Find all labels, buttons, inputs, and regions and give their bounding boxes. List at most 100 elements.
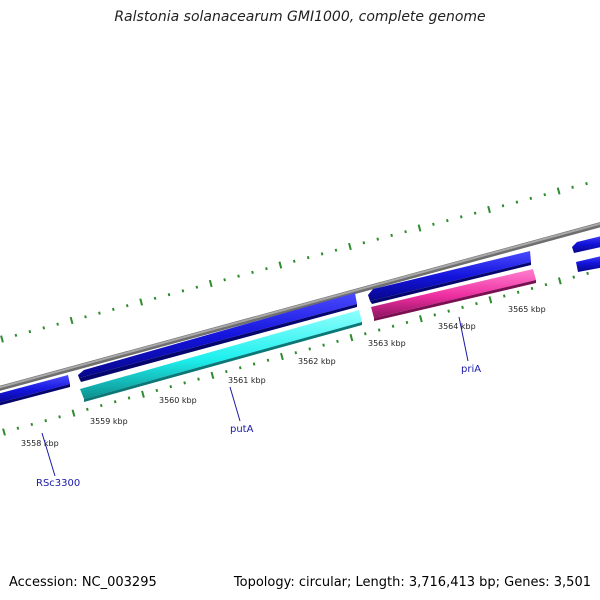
- outer-scale-tick: [390, 233, 393, 238]
- inner-scale-tick: [349, 333, 354, 342]
- map-title: Ralstonia solanacearum GMI1000, complete…: [114, 9, 486, 25]
- inner-scale-tick: [475, 301, 478, 306]
- inner-scale-tick: [155, 388, 159, 393]
- inner-scale-tick: [71, 409, 76, 417]
- outer-scale-tick: [501, 204, 505, 208]
- outer-scale-tick: [446, 218, 449, 223]
- inner-scale-tick: [433, 313, 437, 317]
- inner-scale-tick: [44, 419, 48, 423]
- outer-scale-tick: [56, 322, 59, 326]
- inner-scale-tick: [530, 286, 534, 291]
- leader-line-pria: [458, 316, 469, 362]
- outer-scale-tick: [473, 211, 477, 215]
- inner-scale-tick: [169, 385, 173, 389]
- inner-scale-tick: [86, 407, 89, 411]
- scale-label-3558: 3558 kbp: [21, 439, 59, 448]
- outer-scale-tick: [278, 261, 283, 269]
- inner-scale-tick: [30, 422, 34, 427]
- scale-label-3560: 3560 kbp: [159, 396, 197, 405]
- inner-scale-tick: [127, 396, 131, 400]
- leader-line-puta: [229, 386, 241, 422]
- inner-scale-tick: [308, 347, 312, 351]
- outer-scale-tick: [571, 185, 574, 189]
- inner-scale-tick: [113, 400, 117, 404]
- outer-scale-tick: [404, 230, 407, 234]
- reverse-gene-puta[interactable]: [80, 310, 362, 402]
- inner-scale-tick: [363, 332, 367, 336]
- inner-scale-tick: [516, 290, 520, 294]
- outer-scale-tick: [556, 187, 561, 195]
- outer-scale-tick: [42, 326, 46, 330]
- scale-label-3559: 3559 kbp: [90, 417, 128, 426]
- inner-scale-tick: [488, 296, 493, 304]
- forward-gene-block-1[interactable]: [78, 293, 357, 382]
- outer-scale-tick: [167, 292, 171, 297]
- inner-scale-tick: [418, 315, 423, 323]
- inner-scale-tick: [225, 369, 228, 374]
- inner-scale-tick: [391, 324, 395, 328]
- inner-scale-tick: [377, 328, 381, 332]
- outer-scale-tick: [529, 196, 533, 201]
- inner-scale-tick: [238, 366, 242, 370]
- outer-scale-tick: [306, 255, 310, 260]
- gene-label-rsc3300[interactable]: RSc3300: [36, 478, 80, 489]
- inner-scale-tick: [280, 352, 284, 361]
- inner-scale-ticks: [2, 271, 589, 436]
- outer-scale-tick: [84, 315, 87, 319]
- inner-scale-tick: [502, 294, 506, 298]
- outer-scale-tick: [139, 298, 144, 306]
- outer-scale-tick: [251, 270, 254, 275]
- genome-summary-text: Topology: circular; Length: 3,716,413 bp…: [233, 575, 591, 590]
- outer-scale-tick: [223, 278, 226, 282]
- scale-label-3563: 3563 kbp: [368, 339, 406, 348]
- inner-scale-tick: [99, 403, 103, 408]
- outer-scale-tick: [292, 259, 296, 263]
- inner-scale-tick: [544, 283, 548, 287]
- forward-gene-rsc3300[interactable]: [0, 375, 70, 408]
- scale-labels: 3558 kbp 3559 kbp 3560 kbp 3561 kbp 3562…: [21, 305, 546, 448]
- outer-scale-tick: [265, 267, 268, 271]
- outer-scale-tick: [195, 285, 199, 289]
- outer-scale-tick: [0, 335, 4, 343]
- outer-scale-tick: [14, 333, 18, 337]
- outer-scale-tick: [459, 215, 463, 219]
- gene-label-pria[interactable]: priA: [461, 364, 481, 375]
- outer-scale-tick: [376, 237, 380, 241]
- scale-label-3562: 3562 kbp: [298, 357, 336, 366]
- outer-scale-tick: [543, 193, 547, 197]
- inner-scale-tick: [557, 277, 562, 285]
- forward-gene-block-3[interactable]: [572, 234, 600, 253]
- outer-scale-tick: [153, 296, 157, 300]
- outer-scale-tick: [237, 274, 240, 278]
- inner-scale-tick: [586, 271, 589, 275]
- inner-scale-tick: [266, 358, 270, 362]
- scale-label-3565: 3565 kbp: [508, 305, 546, 314]
- outer-scale-tick: [362, 241, 366, 245]
- inner-scale-tick: [322, 343, 325, 347]
- reverse-gene-right[interactable]: [576, 254, 600, 272]
- inner-scale-tick: [572, 275, 576, 279]
- outer-scale-tick: [208, 279, 213, 288]
- inner-scale-tick: [58, 415, 61, 419]
- gene-labels: RSc3300 putA priA: [36, 364, 481, 489]
- accession-text: Accession: NC_003295: [9, 575, 157, 590]
- inner-scale-tick: [336, 339, 339, 343]
- inner-scale-tick: [294, 351, 298, 355]
- inner-scale-tick: [210, 371, 215, 379]
- outer-scale-tick: [69, 316, 74, 325]
- inner-scale-tick: [461, 305, 464, 309]
- genome-backbone: [0, 222, 600, 391]
- outer-scale-tick: [112, 307, 115, 312]
- inner-scale-tick: [447, 309, 450, 313]
- outer-scale-tick: [348, 242, 352, 251]
- inner-scale-tick: [2, 428, 6, 436]
- outer-scale-tick: [417, 224, 422, 232]
- forward-gene-block-2[interactable]: [368, 251, 531, 304]
- inner-scale-tick: [183, 381, 186, 385]
- scale-label-3564: 3564 kbp: [438, 322, 476, 331]
- outer-scale-tick: [125, 304, 129, 308]
- gene-label-puta[interactable]: putA: [230, 424, 254, 435]
- inner-scale-tick: [252, 362, 256, 366]
- reverse-gene-pria[interactable]: [371, 269, 536, 321]
